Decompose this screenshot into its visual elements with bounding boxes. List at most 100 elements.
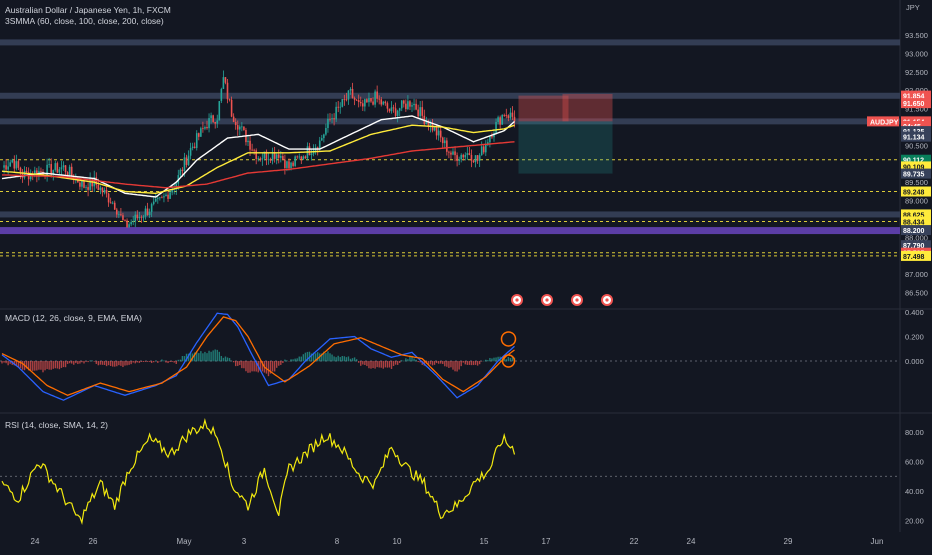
price-tick-label: 93.500 — [905, 31, 928, 40]
macd-histogram-bar — [278, 361, 279, 366]
candle-body — [122, 215, 124, 220]
macd-highlight-circle — [502, 332, 516, 346]
macd-histogram-bar — [165, 361, 166, 363]
macd-histogram-bar — [145, 361, 146, 362]
rsi-tick-label: 20.00 — [905, 517, 924, 526]
macd-histogram-bar — [161, 359, 162, 361]
macd-histogram-bar — [151, 361, 152, 363]
candle-body — [309, 146, 311, 155]
macd-histogram-bar — [282, 361, 283, 363]
macd-histogram-bar — [36, 361, 37, 370]
macd-histogram-bar — [391, 361, 392, 369]
macd-histogram-bar — [34, 361, 35, 371]
candle-body — [405, 104, 407, 109]
price-tick-label: 93.000 — [905, 49, 928, 58]
candle-body — [87, 187, 89, 190]
candle-body — [327, 119, 329, 128]
macd-histogram-bar — [7, 361, 8, 365]
macd-histogram-bar — [40, 361, 41, 370]
candle-body — [296, 156, 298, 157]
macd-histogram-bar — [48, 361, 49, 370]
price-axis-label: 89.735 — [903, 172, 925, 179]
macd-histogram-bar — [83, 361, 84, 363]
time-tick-label: May — [176, 537, 191, 546]
macd-histogram-bar — [338, 356, 339, 362]
time-tick-label: 3 — [242, 537, 247, 546]
macd-histogram-bar — [294, 359, 295, 362]
indicator-legend[interactable]: 3SMMA (60, close, 100, close, 200, close… — [5, 16, 164, 26]
candle-body — [102, 188, 104, 193]
macd-histogram-bar — [274, 361, 275, 371]
macd-histogram-bar — [118, 361, 119, 365]
macd-histogram-bar — [266, 361, 267, 374]
macd-tick-label: 0.200 — [905, 333, 924, 342]
candle-body — [458, 159, 460, 160]
macd-histogram-bar — [350, 359, 351, 362]
candle-body — [290, 163, 292, 169]
macd-histogram-bar — [479, 361, 480, 364]
macd-histogram-bar — [141, 361, 142, 362]
candle-body — [235, 122, 237, 125]
candle-body — [124, 220, 126, 221]
time-tick-label: 24 — [31, 537, 40, 546]
candle-body — [106, 190, 108, 194]
candle-body — [57, 163, 59, 173]
candle-body — [366, 99, 368, 102]
candle-body — [401, 100, 403, 108]
candle-body — [465, 155, 467, 157]
time-tick-label: 10 — [393, 537, 402, 546]
macd-histogram-bar — [335, 357, 336, 361]
macd-histogram-bar — [407, 359, 408, 361]
candle-body — [128, 224, 130, 227]
candle-body — [411, 105, 413, 107]
candle-body — [298, 157, 300, 158]
rsi-legend[interactable]: RSI (14, close, SMA, 14, 2) — [5, 420, 108, 430]
candle-body — [319, 140, 321, 149]
candle-body — [143, 217, 145, 218]
candle-body — [270, 159, 272, 161]
macd-histogram-bar — [32, 361, 33, 371]
macd-histogram-bar — [53, 361, 54, 369]
macd-histogram-bar — [399, 361, 400, 363]
symbol-title[interactable]: Australian Dollar / Japanese Yen, 1h, FX… — [5, 5, 171, 15]
candle-body — [503, 115, 505, 116]
price-axis-label: 91.650 — [903, 101, 925, 108]
macd-histogram-bar — [413, 359, 414, 362]
macd-histogram-bar — [333, 356, 334, 361]
macd-histogram-bar — [200, 351, 201, 361]
candle-body — [391, 107, 393, 111]
macd-histogram-bar — [75, 361, 76, 363]
candle-body — [442, 138, 444, 144]
macd-histogram-bar — [491, 358, 492, 361]
macd-histogram-bar — [352, 358, 353, 361]
macd-histogram-bar — [143, 361, 144, 362]
macd-histogram-bar — [303, 354, 304, 361]
macd-histogram-bar — [227, 358, 228, 362]
candle-body — [415, 104, 417, 110]
candle-body — [167, 195, 169, 199]
macd-histogram-bar — [329, 353, 330, 361]
macd-histogram-bar — [133, 361, 134, 363]
macd-histogram-bar — [1, 361, 2, 363]
candle-body — [450, 153, 452, 155]
sr-zone-line — [0, 39, 900, 45]
candle-body — [387, 103, 389, 108]
candle-body — [110, 202, 112, 203]
time-tick-label: 26 — [89, 537, 98, 546]
macd-histogram-bar — [180, 360, 181, 362]
candle-body — [83, 181, 85, 188]
candle-body — [188, 156, 190, 165]
macd-histogram-bar — [272, 361, 273, 371]
candle-body — [409, 101, 411, 106]
macd-histogram-bar — [135, 361, 136, 363]
candle-body — [161, 197, 163, 198]
macd-histogram-bar — [461, 361, 462, 366]
macd-legend[interactable]: MACD (12, 26, close, 9, EMA, EMA) — [5, 313, 142, 323]
candle-body — [501, 115, 503, 125]
candle-body — [202, 128, 204, 129]
candle-body — [510, 113, 512, 118]
rsi-tick-label: 40.00 — [905, 487, 924, 496]
candle-body — [216, 120, 218, 123]
